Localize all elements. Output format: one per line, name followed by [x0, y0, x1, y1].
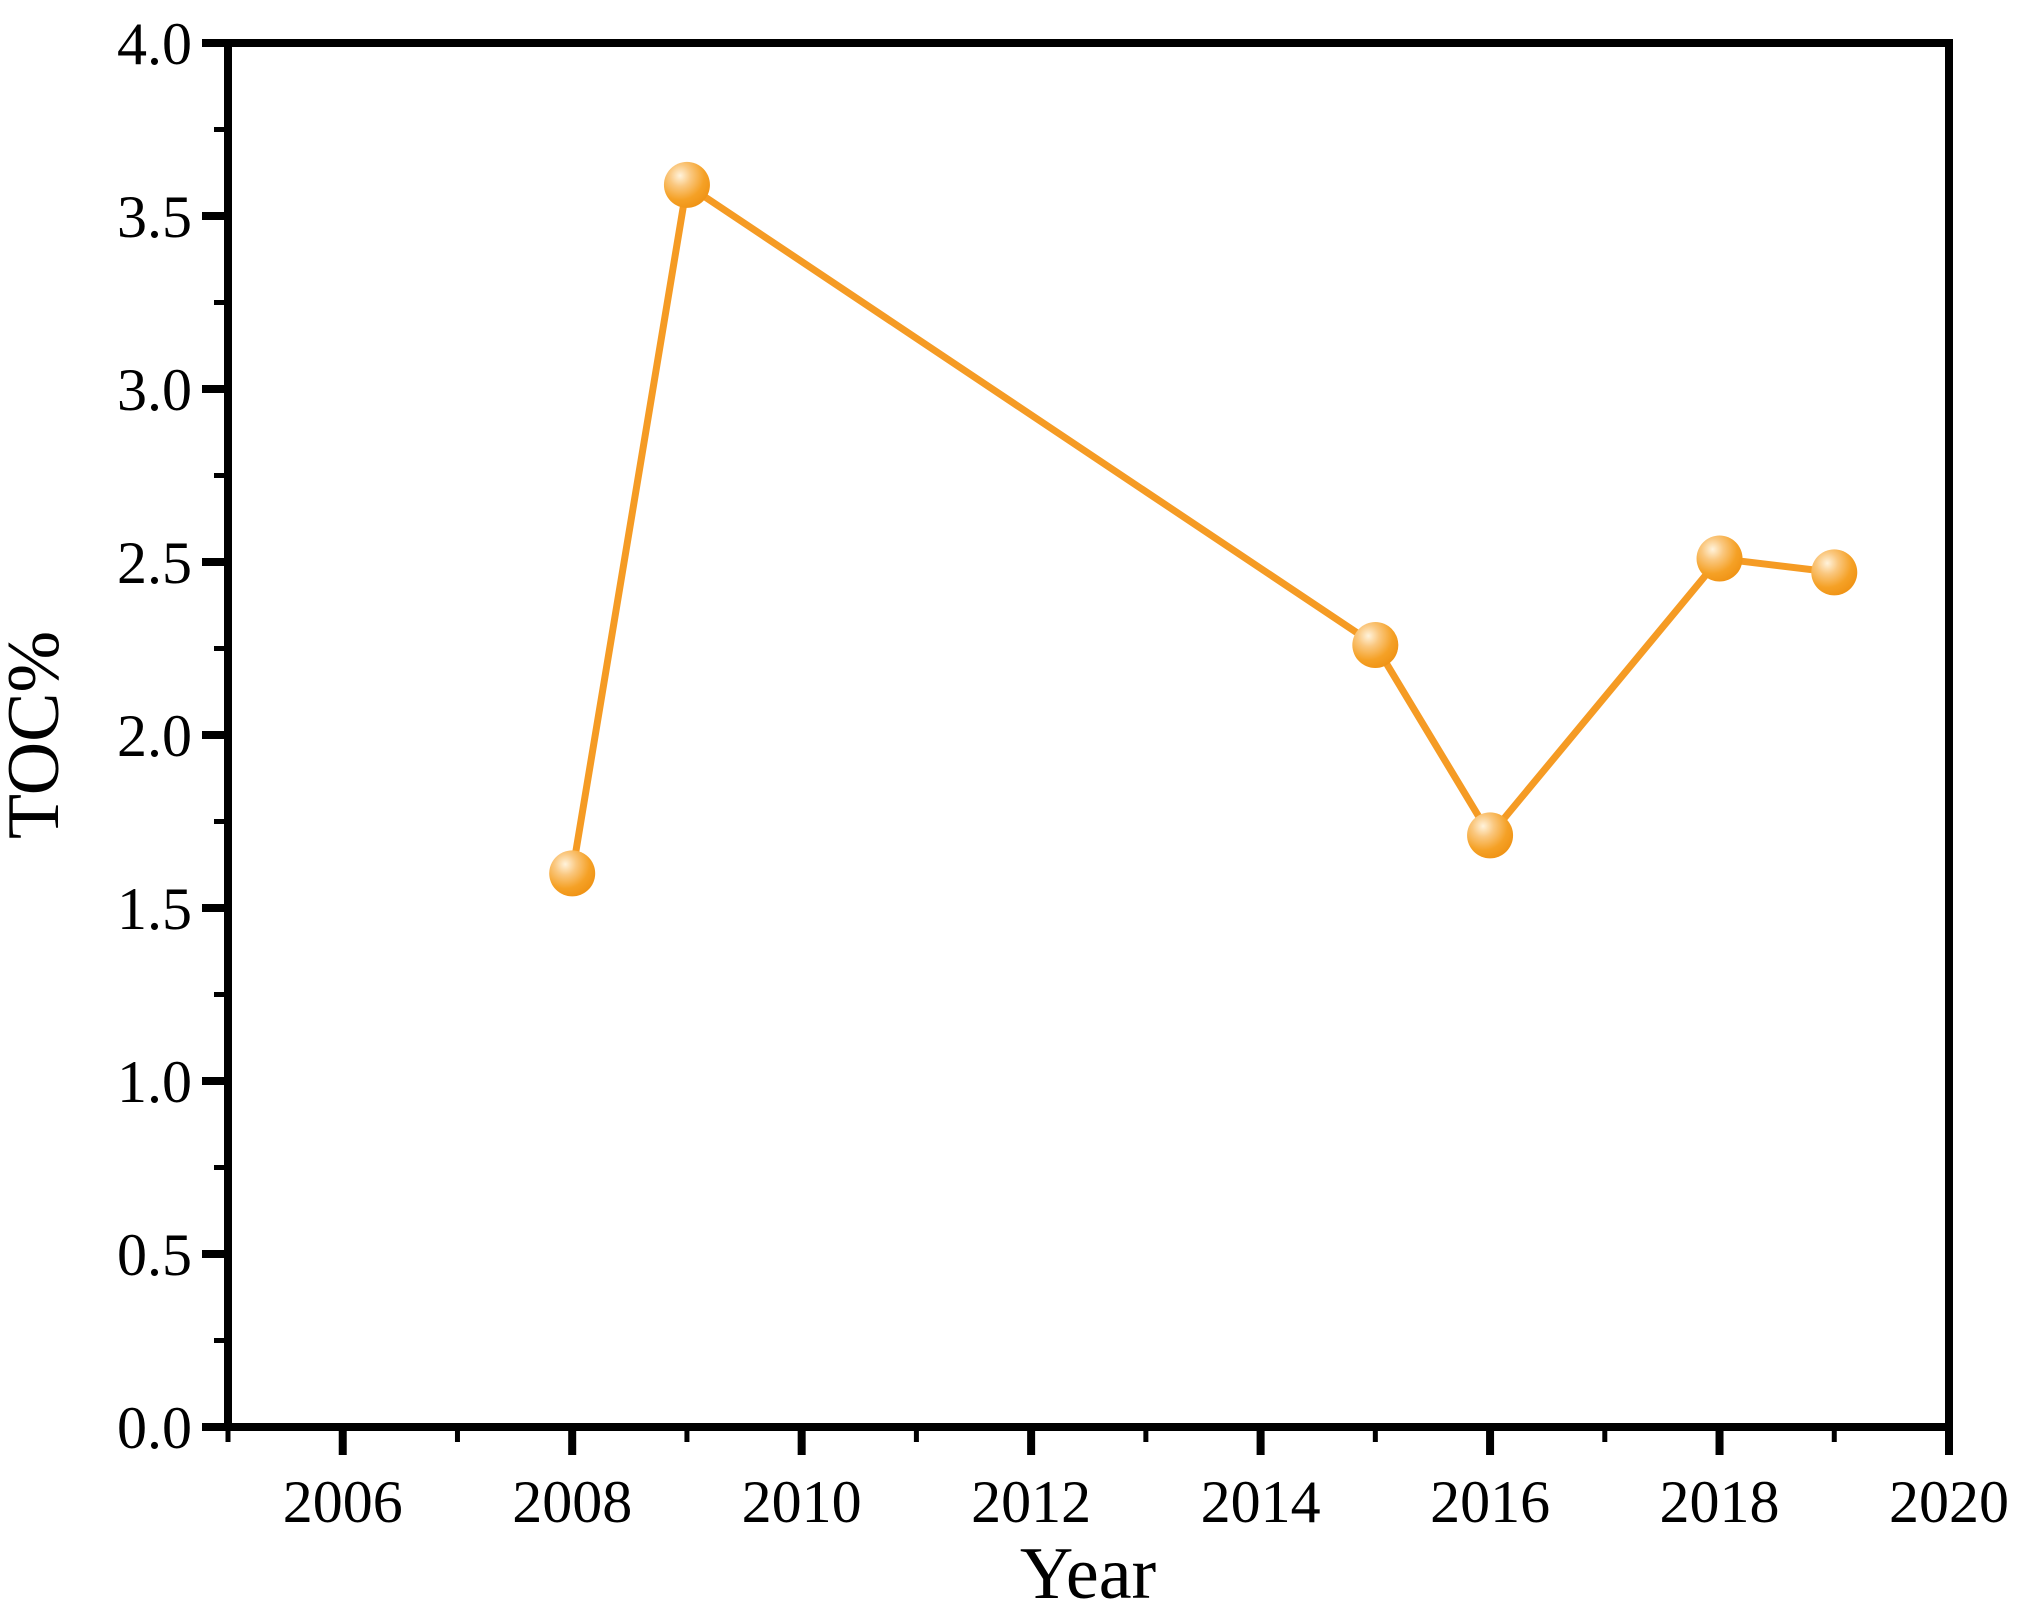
y-tick-label: 1.0 — [117, 1049, 192, 1115]
y-tick-label: 1.5 — [117, 876, 192, 942]
x-tick-label: 2010 — [742, 1469, 862, 1535]
x-axis-ticks — [225, 1427, 1953, 1455]
x-tick-label: 2018 — [1660, 1469, 1780, 1535]
x-tick-label: 2020 — [1889, 1469, 2009, 1535]
data-point-marker — [663, 161, 710, 208]
y-axis-tick-labels: 0.0 0.5 1.0 1.5 2.0 2.5 3.0 3.5 4.0 — [117, 11, 192, 1461]
y-tick-label: 2.5 — [117, 530, 192, 596]
x-axis-title: Year — [1020, 1533, 1156, 1615]
data-point-marker — [549, 850, 596, 897]
x-tick-label: 2016 — [1430, 1469, 1550, 1535]
y-tick-label: 3.5 — [117, 184, 192, 250]
axes-spines — [224, 39, 1953, 1431]
data-point-marker — [1696, 535, 1743, 582]
y-tick-label: 4.0 — [117, 11, 192, 77]
toc-data-series — [549, 161, 1858, 897]
y-tick-label: 3.0 — [117, 357, 192, 423]
y-axis-ticks — [202, 39, 228, 1431]
y-tick-label: 0.5 — [117, 1222, 192, 1288]
y-tick-label: 2.0 — [117, 703, 192, 769]
x-axis-tick-labels: 2006 2008 2010 2012 2014 2016 2018 2020 — [283, 1469, 2009, 1535]
plot-frame — [224, 39, 1953, 1431]
toc-series-line — [568, 181, 1838, 877]
y-axis-title: TOC% — [0, 631, 75, 839]
x-tick-label: 2006 — [283, 1469, 403, 1535]
data-point-marker — [1467, 812, 1514, 859]
data-point-marker — [1811, 549, 1858, 596]
y-tick-label: 0.0 — [117, 1395, 192, 1461]
x-tick-label: 2014 — [1201, 1469, 1321, 1535]
x-tick-label: 2012 — [971, 1469, 1091, 1535]
x-tick-label: 2008 — [512, 1469, 632, 1535]
data-point-marker — [1352, 622, 1399, 669]
